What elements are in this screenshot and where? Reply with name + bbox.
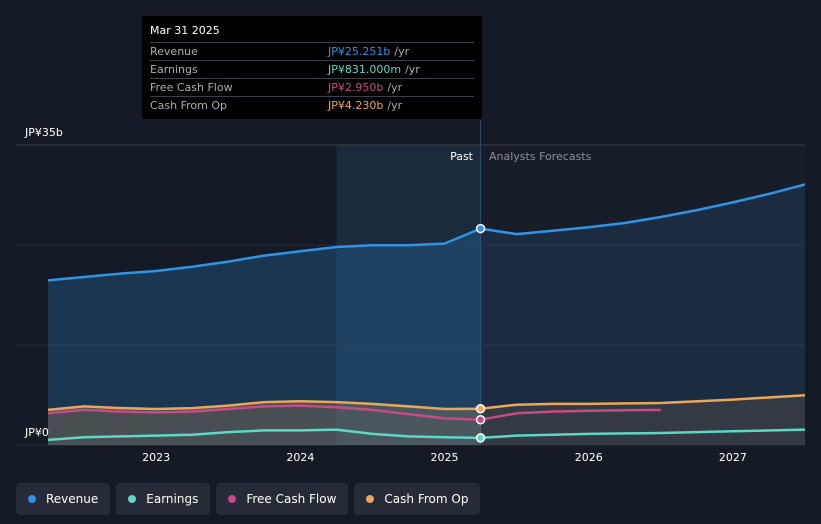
- cash-from-op-past-line: [47, 400, 481, 412]
- tooltip-row-free-cash-flow: Free Cash Flow JP¥2.950b /yr: [150, 78, 474, 96]
- legend-dot-icon: [128, 495, 137, 503]
- revenue-past-area: [48, 228, 481, 445]
- x-tick-label: 2027: [719, 451, 747, 464]
- revenue-past-line: [47, 227, 482, 282]
- past-highlight-region: [336, 145, 481, 445]
- tooltip-row-cash-from-op: Cash From Op JP¥4.230b /yr: [150, 96, 474, 114]
- legend-dot-icon: [28, 495, 36, 503]
- legend-item-free-cash-flow[interactable]: Free Cash Flow: [216, 483, 349, 515]
- legend: Revenue Earnings Free Cash Flow Cash Fro…: [16, 483, 481, 515]
- legend-label: Free Cash Flow: [246, 492, 337, 506]
- tooltip-unit: /yr: [387, 99, 403, 112]
- earnings-forecast-line: [480, 428, 806, 440]
- legend-dot-icon: [366, 495, 375, 503]
- legend-label: Revenue: [46, 492, 99, 506]
- earnings-marker: [475, 433, 486, 443]
- tooltip-value: JP¥2.950b: [328, 81, 384, 94]
- tooltip-label: Earnings: [150, 63, 198, 76]
- y-axis-top-label: JP¥35b: [24, 126, 63, 139]
- cash-from-op-forecast-line: [480, 394, 806, 410]
- revenue-marker: [475, 223, 486, 234]
- earnings-past-line: [47, 428, 481, 442]
- free-cash-flow-past-line: [47, 404, 481, 421]
- tooltip: Mar 31 2025 Revenue JP¥25.251b /yr Earni…: [142, 16, 482, 119]
- legend-item-earnings[interactable]: Earnings: [116, 483, 211, 515]
- free-cash-flow-marker: [475, 414, 486, 425]
- tooltip-unit: /yr: [394, 45, 410, 58]
- cash-from-op-marker: [475, 403, 486, 414]
- x-tick-label: 2023: [142, 451, 170, 464]
- tooltip-unit: /yr: [387, 81, 403, 94]
- x-tick-label: 2024: [286, 451, 314, 464]
- legend-item-revenue[interactable]: Revenue: [16, 483, 111, 515]
- past-label: Past: [450, 150, 474, 163]
- legend-item-cash-from-op[interactable]: Cash From Op: [354, 483, 481, 515]
- tooltip-date: Mar 31 2025: [150, 24, 220, 37]
- forecast-label: Analysts Forecasts: [489, 150, 592, 163]
- tooltip-label: Free Cash Flow: [150, 81, 233, 94]
- y-axis-bottom-label: JP¥0: [24, 426, 49, 439]
- x-tick-label: 2026: [575, 451, 603, 464]
- tooltip-value: JP¥25.251b: [328, 45, 391, 58]
- revenue-forecast-area: [480, 184, 805, 445]
- free-cash-flow-forecast-line: [480, 408, 661, 421]
- tooltip-row-revenue: Revenue JP¥25.251b /yr: [150, 42, 474, 60]
- tooltip-value: JP¥4.230b: [328, 99, 384, 112]
- x-tick-label: 2025: [431, 451, 459, 464]
- forecast-region: [480, 145, 805, 445]
- revenue-forecast-line: [480, 183, 806, 236]
- legend-dot-icon: [228, 495, 237, 503]
- tooltip-unit: /yr: [405, 63, 420, 76]
- tooltip-label: Revenue: [150, 45, 198, 58]
- tooltip-label: Cash From Op: [150, 99, 228, 112]
- legend-label: Cash From Op: [384, 492, 469, 506]
- tooltip-row-earnings: Earnings JP¥831.000m /yr: [150, 60, 474, 78]
- legend-label: Earnings: [146, 492, 199, 506]
- tooltip-value: JP¥831.000m: [328, 63, 402, 76]
